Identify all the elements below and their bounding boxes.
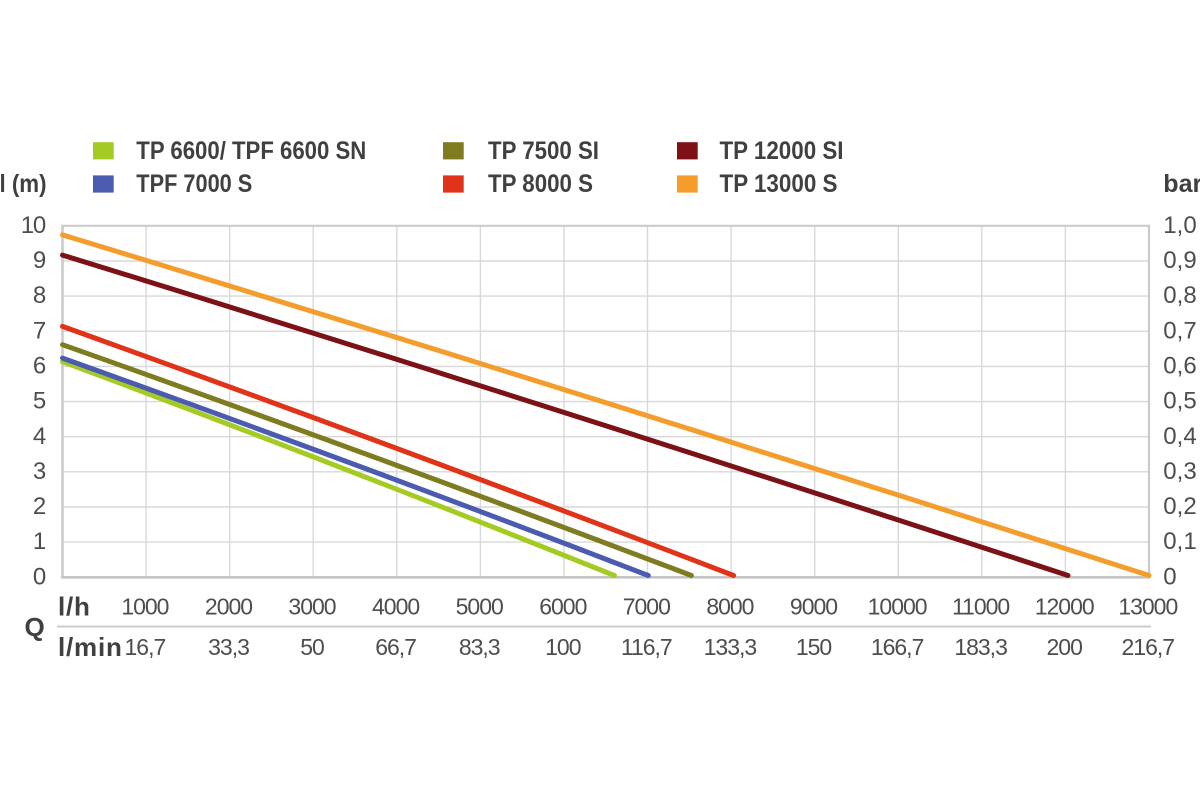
svg-text:83,3: 83,3 (459, 634, 500, 660)
svg-text:0,9: 0,9 (1163, 247, 1196, 274)
svg-text:16,7: 16,7 (125, 634, 166, 660)
svg-text:7: 7 (33, 317, 46, 344)
svg-text:4: 4 (33, 423, 46, 450)
svg-text:1000: 1000 (121, 594, 168, 620)
svg-text:3: 3 (33, 458, 46, 485)
svg-text:13000: 13000 (1118, 594, 1177, 620)
svg-text:Q: Q (25, 612, 45, 642)
svg-text:9: 9 (33, 247, 46, 274)
svg-text:116,7: 116,7 (621, 634, 672, 660)
svg-text:l (m): l (m) (0, 170, 47, 198)
svg-text:l/min: l/min (58, 632, 123, 662)
svg-text:5: 5 (33, 388, 46, 415)
svg-text:7000: 7000 (623, 594, 670, 620)
svg-text:5000: 5000 (456, 594, 503, 620)
svg-text:133,3: 133,3 (704, 634, 757, 660)
svg-text:12000: 12000 (1035, 594, 1094, 620)
svg-text:0,7: 0,7 (1163, 317, 1196, 344)
svg-text:0,2: 0,2 (1163, 493, 1196, 520)
svg-text:TP 13000 S: TP 13000 S (720, 170, 838, 198)
svg-text:TP 12000 SI: TP 12000 SI (720, 137, 844, 165)
svg-text:8000: 8000 (706, 594, 753, 620)
svg-text:1: 1 (33, 528, 46, 555)
svg-text:10: 10 (21, 212, 46, 239)
svg-text:1,0: 1,0 (1163, 212, 1196, 239)
svg-text:8: 8 (33, 282, 46, 309)
svg-text:0,8: 0,8 (1163, 282, 1196, 309)
svg-text:bar: bar (1163, 170, 1200, 198)
svg-text:6: 6 (33, 353, 46, 380)
svg-text:TP 7500 SI: TP 7500 SI (488, 137, 599, 165)
svg-text:0,6: 0,6 (1163, 353, 1196, 380)
svg-text:11000: 11000 (952, 594, 1009, 620)
svg-text:9000: 9000 (790, 594, 837, 620)
svg-text:TP 8000 S: TP 8000 S (488, 170, 593, 198)
svg-text:2000: 2000 (205, 594, 252, 620)
svg-text:TPF 7000 S: TPF 7000 S (136, 170, 252, 198)
svg-text:0,3: 0,3 (1163, 458, 1196, 485)
svg-text:0,5: 0,5 (1163, 388, 1196, 415)
svg-text:3000: 3000 (288, 594, 335, 620)
svg-text:183,3: 183,3 (954, 634, 1007, 660)
svg-text:0,1: 0,1 (1163, 528, 1196, 555)
svg-text:50: 50 (300, 634, 324, 660)
svg-text:33,3: 33,3 (208, 634, 249, 660)
svg-text:10000: 10000 (868, 594, 927, 620)
svg-text:0: 0 (1163, 563, 1176, 590)
svg-text:4000: 4000 (372, 594, 419, 620)
svg-text:100: 100 (545, 634, 581, 660)
svg-text:2: 2 (33, 493, 46, 520)
svg-text:0: 0 (33, 563, 46, 590)
svg-text:216,7: 216,7 (1122, 634, 1175, 660)
svg-text:166,7: 166,7 (871, 634, 924, 660)
svg-text:TP 6600/ TPF 6600 SN: TP 6600/ TPF 6600 SN (136, 137, 366, 165)
svg-text:0,4: 0,4 (1163, 423, 1196, 450)
svg-text:l/h: l/h (58, 592, 91, 622)
svg-text:6000: 6000 (539, 594, 586, 620)
svg-text:200: 200 (1047, 634, 1083, 660)
svg-text:150: 150 (796, 634, 832, 660)
svg-text:66,7: 66,7 (375, 634, 416, 660)
